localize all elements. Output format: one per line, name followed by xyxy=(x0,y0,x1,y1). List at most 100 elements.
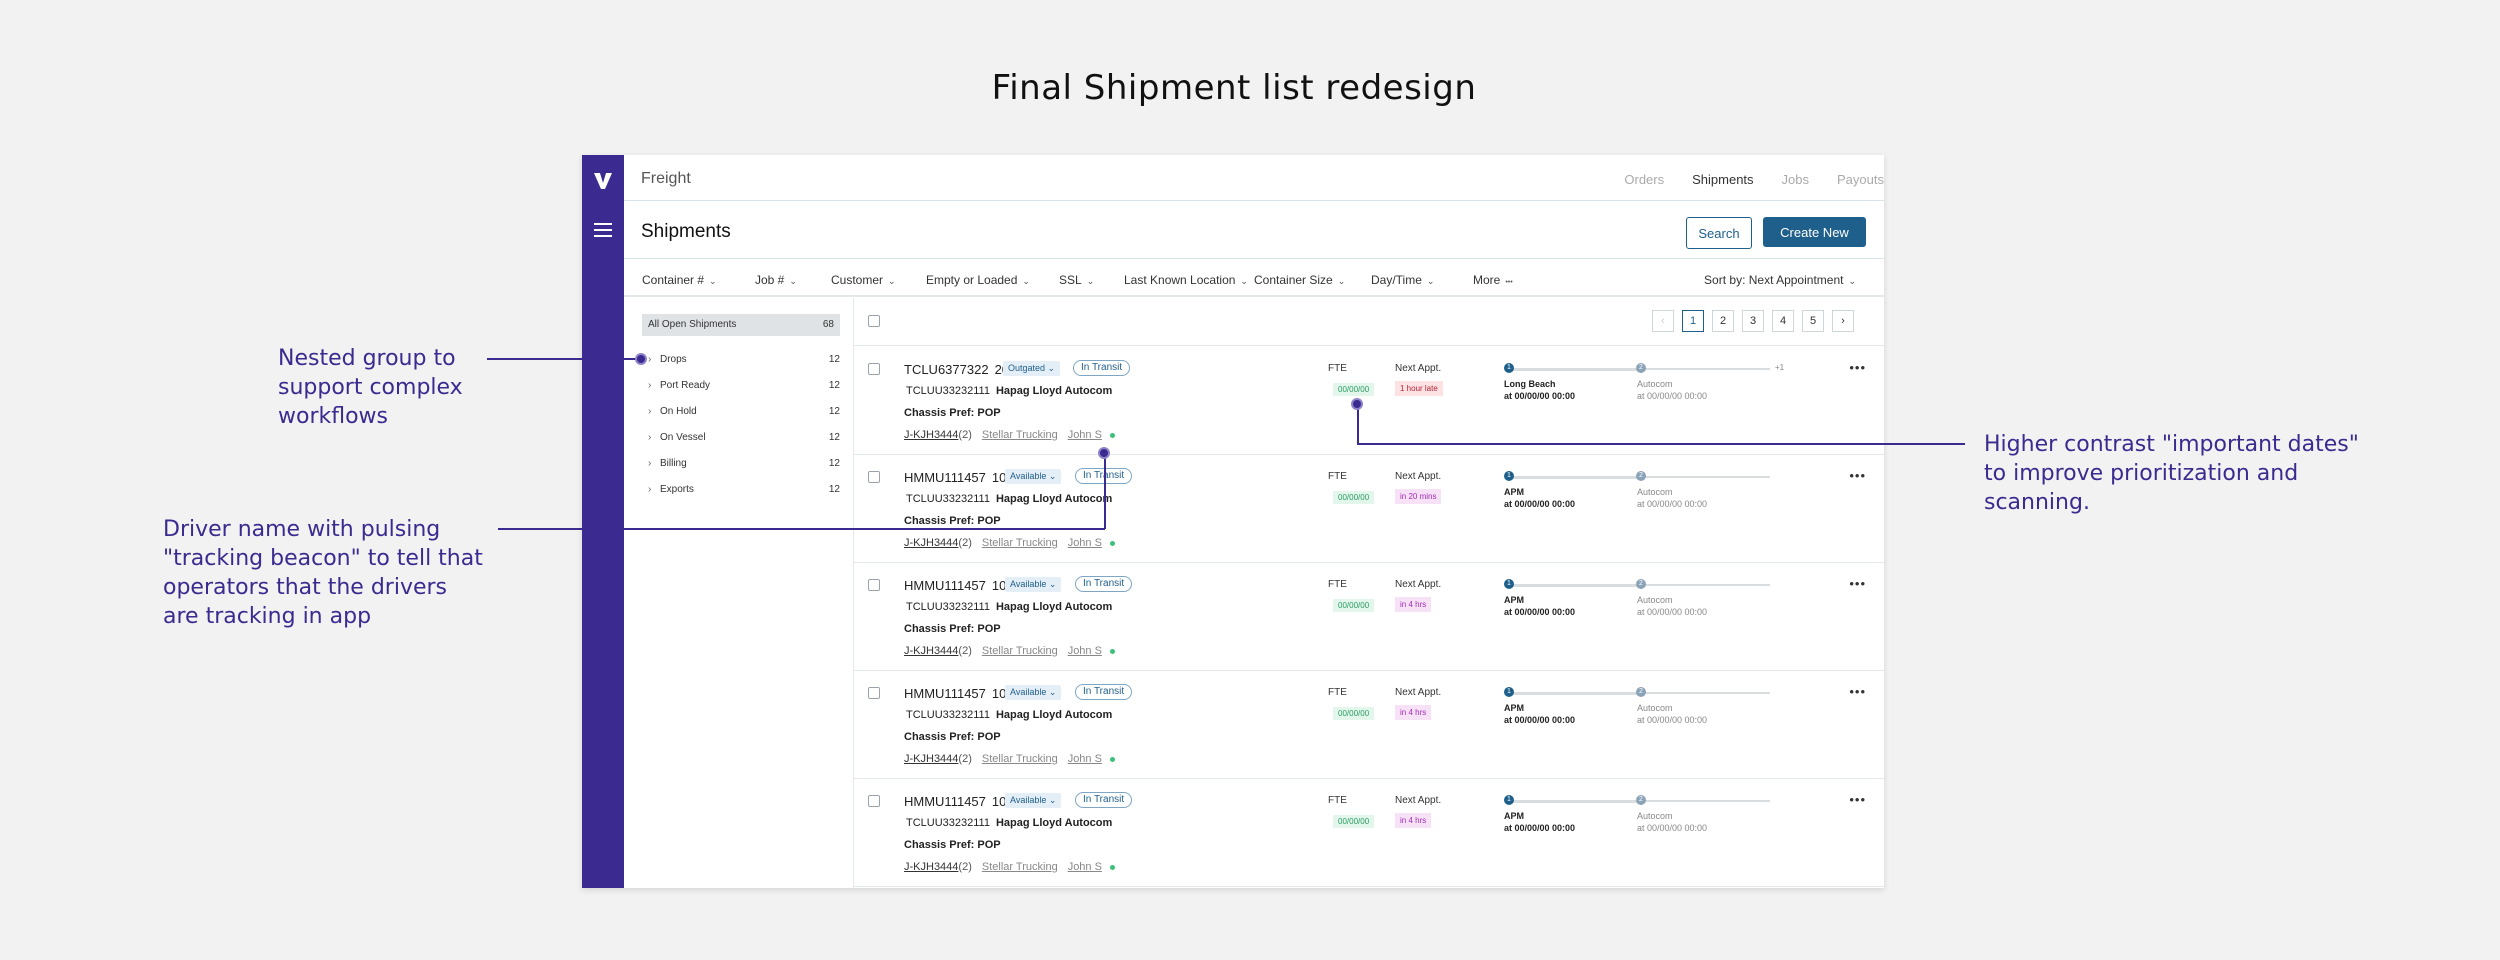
job-link[interactable]: J-KJH3444 xyxy=(904,429,959,441)
row-checkbox[interactable] xyxy=(868,687,880,699)
job-link[interactable]: J-KJH3444 xyxy=(904,753,959,765)
booking-line: TCLUU33232111 Hapag Lloyd Autocom xyxy=(906,817,1112,829)
job-link[interactable]: J-KJH3444 xyxy=(904,645,959,657)
driver-link[interactable]: John S xyxy=(1067,645,1102,657)
stop-1-marker-icon: 1 xyxy=(1504,687,1514,697)
stop-2-marker-icon: 2 xyxy=(1636,687,1646,697)
filter-last-known-location[interactable]: Last Known Location ⌄ xyxy=(1124,273,1248,287)
status-label: Available xyxy=(1010,687,1047,697)
group-item-drops[interactable]: › Drops 12 xyxy=(648,354,840,372)
route-tracker: 1 2 +1 Long Beach at 00/00/00 00:00 Autocom at… xyxy=(1504,363,1784,433)
nav-item-shipments[interactable]: Shipments xyxy=(1692,172,1754,187)
page-button[interactable]: 5 xyxy=(1802,310,1824,332)
group-label: Port Ready xyxy=(660,380,711,391)
transit-badge: In Transit xyxy=(1075,576,1133,592)
route-progress-bar-remaining xyxy=(1640,476,1770,478)
booking-line: TCLUU33232111 Hapag Lloyd Autocom xyxy=(906,709,1112,721)
filter-empty-or-loaded[interactable]: Empty or Loaded ⌄ xyxy=(926,273,1030,287)
group-item-exports[interactable]: › Exports 12 xyxy=(648,484,840,502)
row-more-icon[interactable]: ••• xyxy=(1849,684,1866,699)
trucker-link[interactable]: Stellar Trucking xyxy=(981,861,1058,873)
row-checkbox[interactable] xyxy=(868,471,880,483)
filter-container-size[interactable]: Container Size ⌄ xyxy=(1254,273,1345,287)
route-progress-bar-remaining xyxy=(1640,368,1770,370)
container-number: HMMU111457 xyxy=(904,686,986,701)
container-status-dropdown[interactable]: Available ⌄ xyxy=(1005,469,1062,484)
filter-container[interactable]: Container # ⌄ xyxy=(642,273,717,287)
filter-more[interactable]: More ••• xyxy=(1473,273,1513,287)
chevron-down-icon: ⌄ xyxy=(789,276,797,286)
nav-item-orders[interactable]: Orders xyxy=(1624,172,1665,187)
group-label: Billing xyxy=(660,458,687,469)
group-item-port-ready[interactable]: › Port Ready 12 xyxy=(648,380,840,398)
row-more-icon[interactable]: ••• xyxy=(1849,468,1866,483)
job-link[interactable]: J-KJH3444 xyxy=(904,537,959,549)
stop-1: APM at 00/00/00 00:00 xyxy=(1504,594,1575,618)
group-all-open-shipments[interactable]: All Open Shipments 68 xyxy=(642,314,840,336)
job-link[interactable]: J-KJH3444 xyxy=(904,861,959,873)
next-appt-badge: in 4 hrs xyxy=(1395,813,1432,828)
nav-item-payouts[interactable]: Payouts xyxy=(1837,172,1884,187)
row-checkbox[interactable] xyxy=(868,579,880,591)
stop-1-time: at 00/00/00 00:00 xyxy=(1504,607,1576,617)
page-button[interactable]: 3 xyxy=(1742,310,1764,332)
trucker-link[interactable]: Stellar Trucking xyxy=(981,537,1058,549)
driver-link[interactable]: John S xyxy=(1067,753,1102,765)
stop-1-marker-icon: 1 xyxy=(1504,363,1514,373)
filter-label: More xyxy=(1473,273,1501,287)
trucker-link[interactable]: Stellar Trucking xyxy=(981,429,1058,441)
chevron-down-icon: ⌄ xyxy=(1048,579,1057,589)
page-button[interactable]: 2 xyxy=(1712,310,1734,332)
create-new-button[interactable]: Create New xyxy=(1763,217,1866,247)
container-number: HMMU111457 xyxy=(904,578,986,593)
sort-dropdown[interactable]: Sort by: Next Appointment ⌄ xyxy=(1704,273,1856,287)
row-checkbox[interactable] xyxy=(868,363,880,375)
group-count: 12 xyxy=(828,354,840,365)
group-item-on-hold[interactable]: › On Hold 12 xyxy=(648,406,840,424)
row-more-icon[interactable]: ••• xyxy=(1849,576,1866,591)
filter-job[interactable]: Job # ⌄ xyxy=(755,273,797,287)
annotation-important-dates: Higher contrast "important dates" to imp… xyxy=(1984,432,2359,515)
next-page-icon[interactable]: › xyxy=(1832,310,1854,332)
prev-page-icon[interactable]: ‹ xyxy=(1652,310,1674,332)
page-button[interactable]: 1 xyxy=(1682,310,1704,332)
select-all-checkbox[interactable] xyxy=(868,315,880,327)
job-count: (2) xyxy=(958,753,972,765)
container-status-dropdown[interactable]: Available ⌄ xyxy=(1005,685,1062,700)
extra-stops-count: +1 xyxy=(1775,363,1785,372)
container-status-dropdown[interactable]: Available ⌄ xyxy=(1005,577,1062,592)
trucker-link[interactable]: Stellar Trucking xyxy=(981,645,1058,657)
row-more-icon[interactable]: ••• xyxy=(1849,792,1866,807)
row-more-icon[interactable]: ••• xyxy=(1849,360,1866,375)
row-checkbox[interactable] xyxy=(868,795,880,807)
next-appt-label: Next Appt. xyxy=(1395,363,1442,374)
stop-2-name: Autocom xyxy=(1637,703,1673,713)
filter-ssl[interactable]: SSL ⌄ xyxy=(1059,273,1094,287)
container-status-dropdown[interactable]: Available ⌄ xyxy=(1005,793,1062,808)
group-item-on-vessel[interactable]: › On Vessel 12 xyxy=(648,432,840,450)
driver-link[interactable]: John S xyxy=(1067,429,1102,441)
container-status-dropdown[interactable]: Outgated ⌄ xyxy=(1003,361,1061,376)
driver-link[interactable]: John S xyxy=(1067,861,1102,873)
route-tracker: 1 2 APM at 00/00/00 00:00 Autocom at 00/00/00… xyxy=(1504,795,1774,865)
stop-2: Autocom at 00/00/00 00:00 xyxy=(1637,594,1707,618)
filter-day-time[interactable]: Day/Time ⌄ xyxy=(1371,273,1434,287)
page-button[interactable]: 4 xyxy=(1772,310,1794,332)
nav-item-jobs[interactable]: Jobs xyxy=(1781,172,1810,187)
search-button[interactable]: Search xyxy=(1686,217,1752,249)
hamburger-menu-icon[interactable] xyxy=(594,223,612,237)
trucker-link[interactable]: Stellar Trucking xyxy=(981,753,1058,765)
stop-1-name: APM xyxy=(1504,595,1524,605)
group-item-billing[interactable]: › Billing 12 xyxy=(648,458,840,476)
carrier-name: Hapag Lloyd Autocom xyxy=(995,601,1113,613)
chassis-pref: Chassis Pref: POP xyxy=(904,731,1001,743)
stop-2-time: at 00/00/00 00:00 xyxy=(1637,391,1708,401)
chevron-down-icon: ⌄ xyxy=(709,276,717,286)
driver-link[interactable]: John S xyxy=(1067,537,1102,549)
filter-customer[interactable]: Customer ⌄ xyxy=(831,273,896,287)
shipment-row[interactable]: TCLU637732220ft HCOutgated ⌄In TransitTC… xyxy=(854,347,1884,455)
